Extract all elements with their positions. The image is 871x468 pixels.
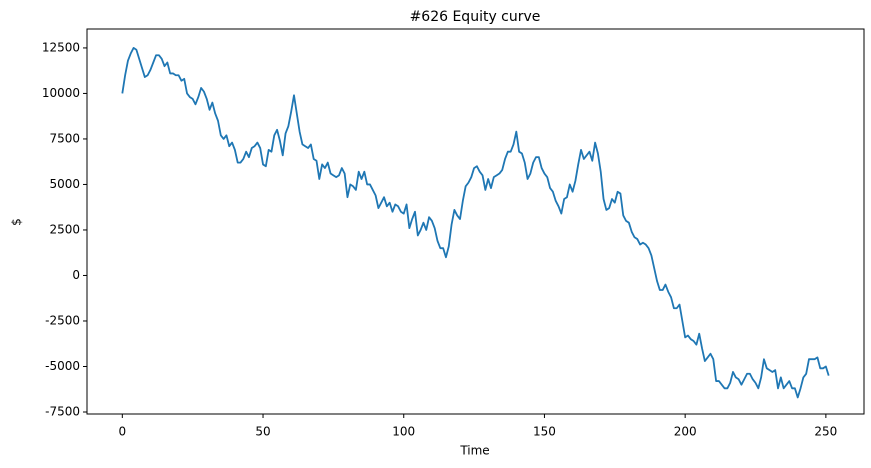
x-tick-label: 50 bbox=[255, 425, 270, 439]
x-tick-label: 100 bbox=[392, 425, 415, 439]
y-tick-label: -5000 bbox=[45, 359, 80, 373]
y-axis-label: $ bbox=[10, 218, 24, 226]
x-tick-label: 150 bbox=[533, 425, 556, 439]
plot-frame bbox=[86, 28, 865, 415]
y-tick-label: 5000 bbox=[49, 177, 80, 191]
line bbox=[121, 47, 830, 399]
x-tick-label: 0 bbox=[118, 425, 126, 439]
y-tick-label: 0 bbox=[72, 268, 80, 282]
y-tick-label: 7500 bbox=[49, 131, 80, 145]
chart-title: #626 Equity curve bbox=[410, 9, 541, 25]
x-tick-label: 200 bbox=[674, 425, 697, 439]
y-tick-label: 12500 bbox=[42, 40, 80, 54]
x-tick-label: 250 bbox=[814, 425, 837, 439]
y-tick-label: -2500 bbox=[45, 313, 80, 327]
y-tick-label: 10000 bbox=[42, 86, 80, 100]
y-tick-label: -7500 bbox=[45, 404, 80, 418]
x-axis-label: Time bbox=[459, 444, 489, 458]
y-tick-label: 2500 bbox=[49, 222, 80, 236]
